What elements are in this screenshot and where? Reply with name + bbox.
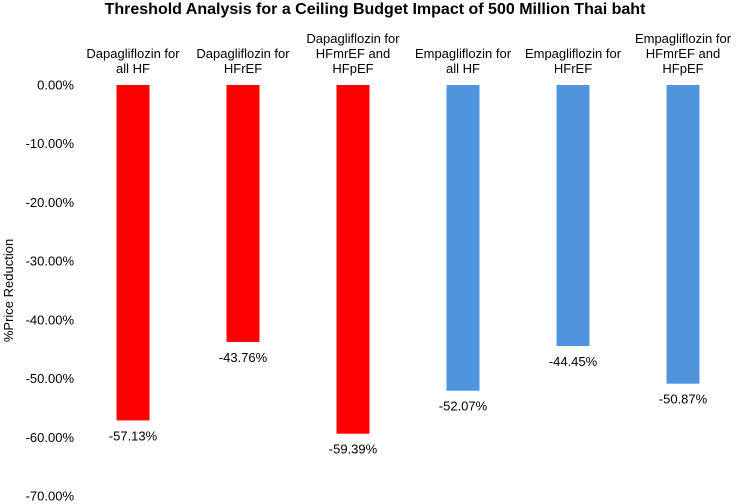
data-label: -50.87%: [659, 392, 708, 407]
bar: [556, 85, 590, 346]
y-tick-label: -60.00%: [26, 430, 75, 445]
chart-title: Threshold Analysis for a Ceiling Budget …: [104, 1, 646, 18]
y-tick-label: -70.00%: [26, 489, 75, 504]
y-tick-label: -40.00%: [26, 312, 75, 327]
category-label: Empagliflozin for all HF: [415, 46, 512, 76]
y-tick-label: -50.00%: [26, 371, 75, 386]
category-label: Dapagliflozin for all HF: [86, 46, 180, 76]
bar: [226, 85, 260, 342]
data-label: -57.13%: [109, 428, 158, 443]
data-label: -59.39%: [329, 442, 378, 457]
data-label: -52.07%: [439, 399, 488, 414]
data-label: -43.76%: [219, 350, 268, 365]
y-tick-label: 0.00%: [37, 78, 74, 93]
y-tick-label: -20.00%: [26, 195, 75, 210]
data-label: -44.45%: [549, 354, 598, 369]
bar: [666, 85, 700, 384]
bar: [336, 85, 370, 434]
bar: [446, 85, 480, 391]
category-label: Empagliflozin for HFmrEF and HFpEF: [635, 31, 732, 76]
category-label: Empagliflozin for HFrEF: [525, 46, 622, 76]
y-axis-label: %Price Reduction: [1, 239, 16, 342]
y-tick-label: -30.00%: [26, 254, 75, 269]
bar: [116, 85, 150, 421]
y-tick-label: -10.00%: [26, 136, 75, 151]
category-label: Dapagliflozin for HFrEF: [196, 46, 290, 76]
category-label: Dapagliflozin for HFmrEF and HFpEF: [306, 31, 400, 76]
